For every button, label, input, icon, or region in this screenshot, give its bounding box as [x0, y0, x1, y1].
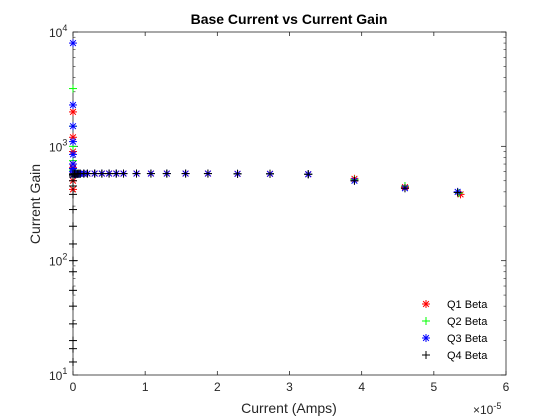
y-tick-exponent: 2 [62, 252, 67, 262]
data-point [69, 239, 77, 248]
y-tick-label: 104 [49, 23, 67, 40]
data-point [69, 319, 77, 328]
x-axis-ticks: 0 1 2 3 4 5 6 [70, 32, 510, 394]
data-point [69, 256, 77, 265]
legend-marker [422, 334, 430, 342]
legend-label: Q1 Beta [447, 299, 488, 311]
data-point [266, 169, 275, 178]
x-axis-exponent-base: ×10 [473, 403, 494, 417]
x-axis-exponent-power: -5 [493, 401, 501, 411]
y-tick-exponent: 1 [62, 366, 67, 376]
data-point [69, 357, 77, 366]
x-tick-label: 0 [70, 380, 77, 394]
data-point [69, 107, 77, 116]
y-tick-base: 10 [49, 255, 63, 269]
series-layer [69, 39, 465, 366]
y-tick-base: 10 [49, 369, 63, 383]
data-point [69, 222, 77, 231]
data-point [119, 169, 128, 178]
legend: Q1 Beta Q2 Beta Q3 Beta Q4 Beta [414, 291, 498, 363]
data-point [69, 205, 77, 214]
y-tick-label: 101 [49, 366, 67, 383]
x-tick-label: 2 [214, 380, 221, 394]
data-point [69, 122, 77, 131]
data-point [69, 39, 77, 48]
data-point [69, 84, 77, 93]
legend-marker [422, 300, 430, 308]
legend-label: Q4 Beta [447, 350, 488, 362]
legend-label: Q2 Beta [447, 316, 488, 328]
data-point [233, 169, 242, 178]
data-point [69, 302, 77, 311]
legend-marker [422, 351, 430, 359]
data-point [69, 190, 77, 199]
data-point [90, 169, 99, 178]
data-point [69, 100, 77, 109]
data-point [400, 184, 409, 193]
legend-box [414, 291, 498, 363]
data-point [203, 169, 212, 178]
data-point [453, 188, 462, 197]
data-point [69, 137, 77, 146]
y-tick-exponent: 4 [62, 23, 67, 33]
data-point [69, 344, 77, 353]
data-point [132, 169, 141, 178]
legend-marker [422, 317, 430, 325]
x-tick-label: 5 [430, 380, 437, 394]
y-tick-base: 10 [49, 26, 63, 40]
y-tick-base: 10 [49, 140, 63, 154]
data-point [69, 336, 77, 345]
data-point [181, 169, 190, 178]
y-tick-label: 103 [49, 137, 67, 154]
x-tick-label: 1 [142, 380, 149, 394]
y-tick-exponent: 3 [62, 137, 67, 147]
data-point [69, 150, 77, 159]
chart-title: Base Current vs Current Gain [191, 11, 388, 27]
data-point [69, 267, 77, 276]
y-tick-label: 102 [49, 252, 67, 269]
data-point [69, 286, 77, 295]
data-point [105, 169, 114, 178]
x-tick-label: 3 [286, 380, 293, 394]
x-axis-exponent: ×10-5 [473, 401, 501, 417]
x-tick-label: 4 [358, 380, 365, 394]
data-point [83, 169, 92, 178]
y-axis-label: Current Gain [27, 164, 43, 244]
x-tick-label: 6 [503, 380, 510, 394]
data-point [304, 170, 313, 179]
data-point [97, 169, 106, 178]
data-point [162, 169, 171, 178]
legend-label: Q3 Beta [447, 333, 488, 345]
x-axis-label: Current (Amps) [241, 400, 337, 416]
data-point [146, 169, 155, 178]
data-point [112, 169, 121, 178]
series-q4-beta [69, 169, 462, 366]
data-point [350, 176, 359, 185]
